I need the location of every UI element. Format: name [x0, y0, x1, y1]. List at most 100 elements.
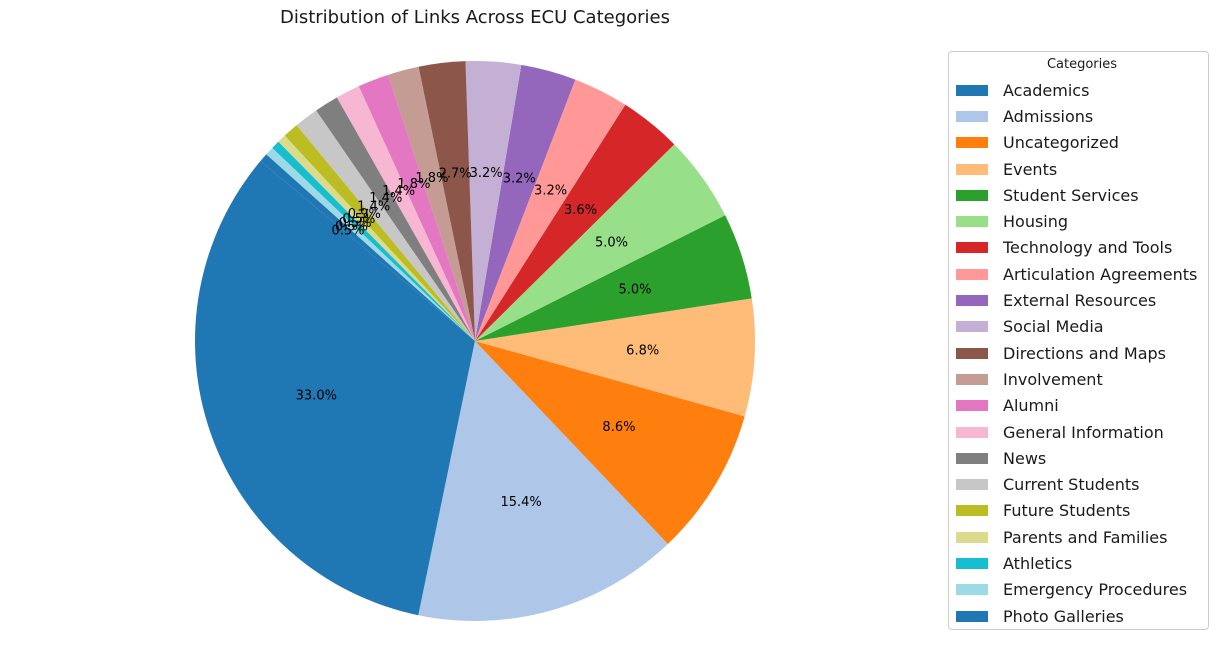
- legend-entry-5: Housing: [956, 208, 1208, 234]
- legend-label-3: Events: [1003, 159, 1058, 179]
- legend-entry-0: Academics: [956, 77, 1208, 103]
- legend-label-19: Emergency Procedures: [1003, 580, 1188, 600]
- legend-entry-10: Directions and Maps: [956, 340, 1208, 366]
- pie-chart: 33.0%15.4%8.6%6.8%5.0%5.0%3.6%3.2%3.2%3.…: [195, 60, 755, 622]
- legend-label-17: Parents and Families: [1003, 527, 1168, 547]
- pie-slices: [195, 60, 755, 622]
- legend-label-7: Articulation Agreements: [1003, 264, 1198, 284]
- legend-swatch-16: [956, 505, 988, 517]
- legend-entry-4: Student Services: [956, 182, 1208, 208]
- pie-percent-label-14: 1.4%: [369, 191, 402, 206]
- legend-swatch-12: [956, 400, 988, 412]
- legend-label-15: Current Students: [1003, 475, 1140, 495]
- legend-label-12: Alumni: [1003, 396, 1059, 416]
- pie-percent-label-5: 5.0%: [595, 236, 628, 251]
- pie-slice-7: [475, 79, 626, 341]
- pie-percent-labels: 33.0%15.4%8.6%6.8%5.0%5.0%3.6%3.2%3.2%3.…: [296, 166, 660, 510]
- pie-percent-label-19: 0.5%: [335, 220, 368, 235]
- legend-swatch-3: [956, 163, 988, 175]
- legend-swatch-8: [956, 295, 988, 307]
- pie-percent-label-17: 0.5%: [342, 212, 375, 227]
- legend-swatch-4: [956, 189, 988, 201]
- legend-swatch-11: [956, 373, 988, 385]
- legend-label-8: External Resources: [1003, 291, 1157, 311]
- pie-slice-20: [260, 154, 475, 341]
- legend-entry-16: Future Students: [956, 498, 1208, 524]
- pie-slice-6: [475, 104, 675, 342]
- pie-slice-15: [296, 110, 475, 341]
- legend-title: Categories: [1046, 57, 1118, 72]
- legend-label-9: Social Media: [1003, 317, 1104, 337]
- pie-percent-label-13: 1.4%: [382, 184, 415, 199]
- legend-swatch-5: [956, 216, 988, 228]
- legend-swatch-14: [956, 452, 988, 464]
- legend-swatch-2: [956, 137, 988, 149]
- legend-label-5: Housing: [1003, 212, 1069, 232]
- pie-percent-label-11: 1.8%: [415, 171, 448, 186]
- legend-entry-13: General Information: [956, 419, 1208, 445]
- legend-entry-1: Admissions: [956, 103, 1208, 129]
- legend: Categories Academics Admissions Uncategori…: [948, 51, 1209, 630]
- pie-slice-8: [475, 64, 576, 342]
- legend-swatch-1: [956, 110, 988, 122]
- legend-label-11: Involvement: [1003, 369, 1103, 389]
- legend-items: Academics Admissions Uncategorized Events St…: [956, 77, 1208, 629]
- pie-percent-label-1: 15.4%: [500, 495, 541, 510]
- pie-slice-17: [278, 135, 475, 341]
- pie-percent-label-6: 3.6%: [564, 203, 597, 218]
- pie-percent-label-2: 8.6%: [602, 420, 635, 435]
- legend-swatch-18: [956, 557, 988, 569]
- pie-slice-4: [475, 215, 752, 341]
- legend-entry-9: Social Media: [956, 314, 1208, 340]
- pie-percent-label-0: 33.0%: [296, 389, 337, 404]
- legend-swatch-13: [956, 426, 988, 438]
- pie-slice-9: [465, 60, 522, 341]
- pie-percent-label-8: 3.2%: [503, 171, 536, 186]
- legend-swatch-15: [956, 479, 988, 491]
- pie-slice-16: [284, 125, 475, 341]
- legend-label-0: Academics: [1003, 80, 1090, 100]
- legend-swatch-9: [956, 321, 988, 333]
- pie-slice-18: [272, 141, 475, 341]
- legend-entry-19: Emergency Procedures: [956, 577, 1208, 603]
- legend-label-20: Photo Galleries: [1003, 606, 1124, 626]
- legend-swatch-20: [956, 610, 988, 622]
- legend-swatch-7: [956, 268, 988, 280]
- pie-percent-label-9: 3.2%: [470, 166, 503, 181]
- legend-label-13: General Information: [1003, 422, 1164, 442]
- legend-label-14: News: [1003, 448, 1047, 468]
- pie-percent-label-10: 2.7%: [439, 167, 472, 182]
- pie-percent-label-18: 0.5%: [339, 216, 372, 231]
- pie-percent-label-16: 0.9%: [348, 207, 381, 222]
- legend-swatch-17: [956, 531, 988, 543]
- pie-percent-label-7: 3.2%: [534, 183, 567, 198]
- pie-slice-12: [358, 74, 475, 341]
- legend-label-4: Student Services: [1003, 185, 1139, 205]
- pie-slice-13: [336, 86, 475, 341]
- legend-entry-14: News: [956, 445, 1208, 471]
- legend-swatch-19: [956, 584, 988, 596]
- legend-entry-20: Photo Galleries: [956, 603, 1208, 629]
- legend-swatch-0: [956, 84, 988, 96]
- pie-slice-0: [195, 161, 475, 616]
- pie-percent-label-3: 6.8%: [626, 344, 659, 359]
- pie-percent-label-15: 1.4%: [357, 199, 390, 214]
- legend-label-1: Admissions: [1003, 106, 1094, 126]
- pie-percent-label-12: 1.8%: [397, 177, 430, 192]
- legend-entry-7: Articulation Agreements: [956, 261, 1208, 287]
- pie-slice-11: [388, 66, 475, 341]
- legend-label-6: Technology and Tools: [1003, 238, 1173, 258]
- pie-slice-10: [418, 61, 475, 341]
- pie-slice-5: [475, 144, 726, 341]
- legend-label-10: Directions and Maps: [1003, 343, 1166, 363]
- legend-entry-17: Parents and Families: [956, 524, 1208, 550]
- chart-title: Distribution of Links Across ECU Categor…: [279, 7, 670, 28]
- legend-label-16: Future Students: [1003, 501, 1131, 521]
- legend-swatch-10: [956, 347, 988, 359]
- legend-label-2: Uncategorized: [1003, 133, 1119, 153]
- pie-slice-2: [475, 341, 745, 544]
- legend-entry-6: Technology and Tools: [956, 235, 1208, 261]
- pie-percent-label-4: 5.0%: [619, 282, 652, 297]
- legend-entry-12: Alumni: [956, 393, 1208, 419]
- pie-percent-label-20: 0.5%: [331, 224, 364, 239]
